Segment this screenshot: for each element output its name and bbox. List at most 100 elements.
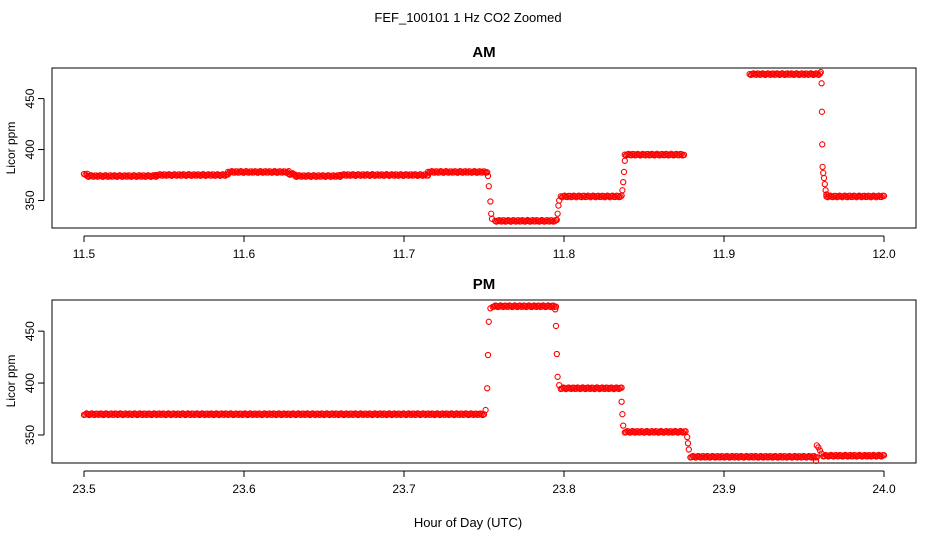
data-point — [682, 428, 689, 435]
data-point — [484, 385, 491, 392]
data-point — [484, 351, 492, 359]
panel-am: AM Licor ppm 11.5 11.6 11.7 11.8 11.9 12.0 350… — [4, 44, 917, 261]
x-tick-label: 11.8 — [553, 247, 576, 261]
data-series-run — [152, 171, 232, 179]
data-point — [484, 169, 491, 176]
panel-pm: PM Licor ppm 23.5 23.6 23.7 23.8 23.9 24.0 350… — [4, 276, 917, 496]
data-point — [553, 216, 560, 223]
data-series-run — [424, 167, 491, 176]
data-series-run — [823, 192, 888, 201]
plot-frame — [51, 299, 917, 464]
data-point — [556, 197, 563, 204]
data-point — [620, 178, 627, 186]
y-tick-label: 400 — [23, 373, 37, 393]
data-point — [817, 68, 824, 76]
y-tick-label: 350 — [23, 190, 37, 210]
axes-ticks: 11.5 11.6 11.7 11.8 11.9 12.0 350 400 450 — [23, 88, 896, 261]
data-series-run — [687, 452, 820, 461]
data-point — [820, 169, 827, 177]
data-series-run — [224, 167, 292, 176]
data-series-run — [746, 70, 824, 79]
data-point — [685, 446, 692, 453]
data-point — [819, 163, 826, 170]
x-tick-label: 23.5 — [72, 482, 96, 496]
data-point — [552, 303, 560, 310]
figure-title: FEF_100101 1 Hz CO2 Zoomed — [374, 10, 561, 25]
data-point — [554, 210, 561, 217]
data-series-run — [336, 171, 432, 179]
data-point — [820, 174, 828, 182]
data-point — [618, 398, 625, 405]
data-point — [484, 172, 492, 180]
data-series-run — [80, 410, 488, 419]
x-tick-label: 23.9 — [712, 482, 736, 496]
data-point — [619, 187, 626, 194]
y-axis-label: Licor ppm — [4, 122, 18, 175]
panel-title: AM — [472, 44, 495, 61]
data-series-run — [621, 150, 688, 159]
data-point — [618, 384, 625, 391]
data-point — [620, 422, 627, 429]
data-point — [823, 191, 830, 198]
data-series-run — [557, 192, 625, 201]
data-point — [488, 215, 496, 222]
data-point — [553, 350, 560, 358]
data-point — [485, 318, 492, 325]
x-tick-label: 23.7 — [392, 482, 416, 496]
x-tick-label: 11.7 — [393, 247, 416, 261]
data-series-run — [492, 216, 560, 225]
data-point — [619, 411, 626, 418]
x-tick-label: 11.5 — [73, 247, 96, 261]
data-point — [481, 168, 488, 175]
axes-ticks: 23.5 23.6 23.7 23.8 23.9 24.0 350 400 450 — [23, 321, 896, 496]
data-point — [818, 450, 825, 457]
data-series-run — [489, 302, 560, 311]
x-tick-label: 12.0 — [872, 247, 896, 261]
x-axis-label: Hour of Day (UTC) — [414, 515, 522, 530]
data-point — [554, 373, 561, 380]
data-series-run — [621, 427, 689, 436]
data-point — [478, 410, 485, 418]
data-point — [819, 141, 826, 148]
x-tick-label: 11.6 — [233, 247, 256, 261]
data-point — [880, 192, 888, 200]
data-point — [556, 381, 563, 389]
data-point — [614, 192, 621, 200]
panel-title: PM — [473, 276, 496, 293]
data-series-run — [557, 384, 625, 393]
data-series-run — [84, 172, 160, 180]
data-point — [684, 440, 692, 447]
data-point — [821, 181, 828, 188]
x-tick-label: 11.9 — [713, 247, 736, 261]
y-axis-label: Licor ppm — [4, 355, 18, 408]
x-tick-label: 23.8 — [552, 482, 576, 496]
y-tick-label: 350 — [23, 425, 37, 445]
data-point — [620, 168, 628, 176]
data-point — [482, 406, 489, 414]
data-point — [487, 305, 494, 312]
data-series-run — [820, 451, 888, 460]
data-point — [552, 306, 559, 313]
data-point — [678, 151, 685, 158]
data-point — [684, 433, 691, 441]
data-point — [552, 322, 560, 330]
data-point — [815, 444, 822, 451]
data-point — [822, 187, 829, 194]
data-point — [880, 452, 888, 459]
data-point — [621, 157, 628, 164]
data-point — [680, 151, 688, 159]
data-point — [485, 183, 492, 190]
data-point — [555, 202, 562, 209]
y-tick-label: 450 — [23, 88, 37, 108]
data-series-run — [292, 172, 344, 180]
data-points — [80, 302, 888, 465]
data-point — [487, 198, 494, 205]
data-point — [818, 108, 826, 115]
data-points — [80, 68, 888, 225]
data-point — [617, 193, 624, 200]
data-point — [488, 210, 495, 217]
data-point — [812, 457, 820, 465]
data-point — [816, 447, 824, 454]
data-point — [818, 80, 825, 87]
